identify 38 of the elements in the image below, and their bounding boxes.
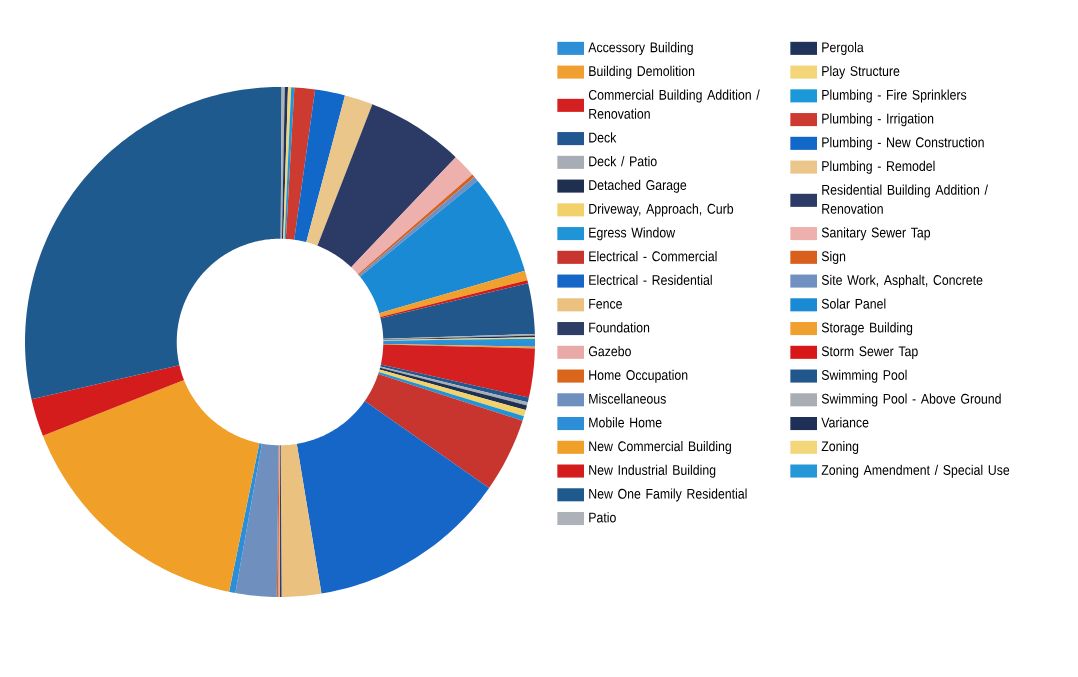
legend-label: Residential Building Addition / Renovation [822, 184, 988, 214]
legend-label: Egress Window [589, 227, 676, 241]
legend-label: Deck [589, 132, 617, 143]
legend-label: Swimming Pool - Above Ground [821, 393, 1001, 407]
legend-label: Detached Garage [589, 179, 687, 193]
legend-label: Electrical - Commercial [589, 250, 717, 262]
legend-label: Zoning Amendment / Special Use [821, 464, 1010, 478]
legend-label: Mobile Home [589, 417, 662, 428]
legend-label: Variance [821, 417, 869, 428]
legend-label: Commercial Building Addition / Renovation [588, 89, 760, 119]
legend-label: Storage Building [821, 322, 913, 336]
legend-label: Gazebo [588, 345, 631, 357]
legend-label: Foundation [589, 322, 650, 333]
legend-label: Plumbing - Remodel [822, 160, 935, 174]
legend-label: Patio [589, 512, 616, 523]
legend-label: Plumbing - Fire Sprinklers [822, 89, 967, 103]
legend-label: Sign [821, 250, 846, 265]
legend-label: Building Demolition [589, 65, 695, 79]
legend-label: Driveway, Approach, Curb [589, 203, 734, 217]
legend-label: Plumbing - Irrigation [822, 113, 934, 127]
legend-label: New Commercial Building [589, 440, 731, 454]
legend-label: Home Occupation [589, 369, 688, 383]
legend-label: Play Structure [822, 65, 900, 79]
legend-label: Accessory Building [588, 42, 693, 56]
legend-label: Deck / Patio [589, 156, 657, 167]
legend-label: Sanitary Sewer Tap [821, 227, 931, 241]
legend-label: New One Family Residential [589, 488, 747, 502]
legend-label: Site Work, Asphalt, Concrete [821, 274, 983, 288]
legend-label: Solar Panel [821, 298, 886, 309]
legend-label: Swimming Pool [821, 369, 907, 383]
legend-label: Electrical - Residential [589, 274, 712, 286]
legend-label: Miscellaneous [589, 393, 666, 404]
legend-label: Storm Sewer Tap [821, 346, 918, 360]
legend-label: Plumbing - New Construction [822, 137, 984, 151]
legend-label: Zoning [821, 440, 859, 454]
legend-label: Fence [589, 299, 622, 309]
legend-label: Pergola [822, 42, 864, 56]
legend-label: New Industrial Building [589, 464, 716, 478]
